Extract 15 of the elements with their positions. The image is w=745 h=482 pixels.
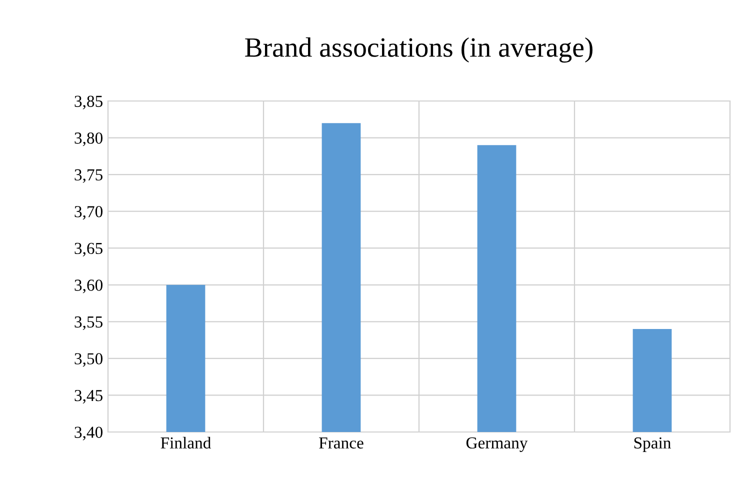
y-tick-label: 3,75 xyxy=(74,169,102,183)
y-tick-label: 3,45 xyxy=(74,390,102,404)
y-tick-label: 3,65 xyxy=(74,242,102,256)
y-tick-label: 3,60 xyxy=(74,280,103,294)
y-tick-label: 3,80 xyxy=(74,132,103,146)
x-tick-label: France xyxy=(319,438,364,449)
y-tick-label: 3,55 xyxy=(74,316,102,330)
chart-title: Brand associations (in average) xyxy=(245,37,592,63)
y-tick-label: 3,70 xyxy=(74,206,103,220)
x-tick-label: Finland xyxy=(160,436,212,449)
y-tick-label: 3,40 xyxy=(74,426,103,440)
y-tick-label: 3,85 xyxy=(74,96,102,110)
x-tick-label: Germany xyxy=(466,437,528,452)
y-tick-label: 3,50 xyxy=(74,353,103,367)
x-tick-label: Spain xyxy=(634,437,671,452)
